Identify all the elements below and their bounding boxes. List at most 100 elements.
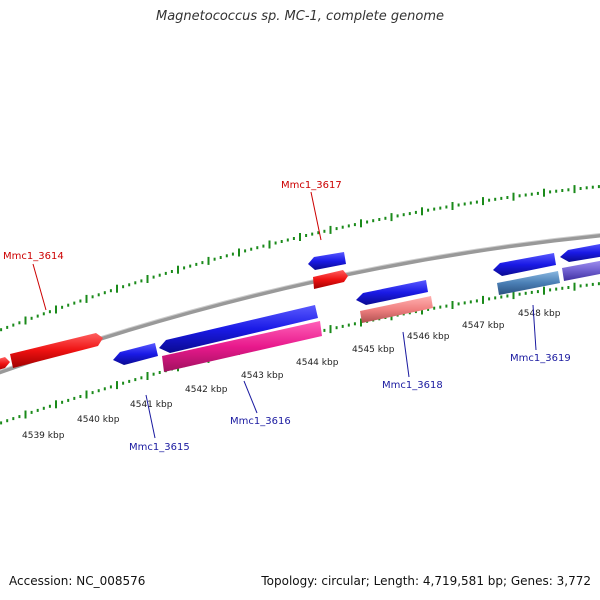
- cds-mmc1-3619-arrow[interactable]: [493, 253, 556, 276]
- forward-tick-track: [0, 185, 600, 332]
- minor-tick: [549, 288, 552, 292]
- minor-tick: [48, 404, 51, 408]
- cds-red-edge-arrow[interactable]: [0, 357, 10, 371]
- minor-tick: [317, 231, 320, 235]
- minor-tick: [591, 185, 594, 189]
- minor-tick: [79, 395, 82, 398]
- tick-label: 4543 kbp: [241, 371, 284, 381]
- gene-label-mmc1-3618[interactable]: Mmc1_3618: [382, 380, 443, 391]
- major-tick: [512, 291, 515, 300]
- major-tick: [482, 197, 484, 206]
- map-title: Magnetococcus sp. MC-1, complete genome: [155, 9, 445, 24]
- minor-tick: [463, 202, 466, 206]
- minor-tick: [189, 264, 192, 268]
- minor-tick: [500, 196, 503, 200]
- cds-mmc1-3616-bar[interactable]: [162, 321, 322, 372]
- minor-tick: [402, 213, 405, 217]
- cds-blue-arrow-edge[interactable]: [560, 243, 600, 262]
- minor-tick: [36, 314, 39, 318]
- cds-purple-bar[interactable]: [562, 260, 600, 281]
- gene-label-mmc1-3614[interactable]: Mmc1_3614: [3, 251, 64, 262]
- gene-label-mmc1-3615[interactable]: Mmc1_3615: [129, 442, 190, 453]
- minor-tick: [97, 293, 100, 297]
- minor-tick: [530, 290, 533, 294]
- major-tick: [360, 219, 362, 228]
- minor-tick: [433, 306, 436, 310]
- cds-mmc1-3616-arrow[interactable]: [159, 305, 318, 353]
- minor-tick: [73, 301, 76, 305]
- tick-label: 4546 kbp: [407, 332, 450, 342]
- minor-tick: [579, 187, 582, 190]
- cds-mmc1-3619-bar[interactable]: [497, 271, 560, 295]
- minor-tick: [36, 408, 39, 412]
- minor-tick: [109, 385, 112, 389]
- cds-mmc1-3614-arrow[interactable]: [10, 333, 103, 368]
- minor-tick: [262, 244, 265, 248]
- minor-tick: [6, 419, 9, 423]
- minor-tick: [42, 406, 45, 410]
- tick-label: 4540 kbp: [77, 415, 120, 425]
- minor-tick: [219, 256, 222, 259]
- major-tick: [55, 305, 57, 314]
- minor-tick: [567, 286, 570, 289]
- minor-tick: [506, 294, 509, 298]
- gene-leader-lines: [32, 191, 537, 439]
- minor-tick: [475, 299, 478, 303]
- minor-tick: [103, 387, 106, 391]
- major-tick: [116, 284, 118, 293]
- major-tick: [299, 233, 301, 241]
- minor-tick: [195, 262, 198, 266]
- gene-label-mmc1-3619[interactable]: Mmc1_3619: [510, 353, 571, 364]
- minor-tick: [457, 302, 460, 306]
- tick-label: 4541 kbp: [130, 400, 173, 410]
- minor-tick: [292, 237, 295, 240]
- minor-tick: [231, 252, 234, 256]
- minor-tick: [152, 372, 155, 376]
- tick-label: 4539 kbp: [22, 431, 65, 441]
- minor-tick: [488, 297, 491, 301]
- major-tick: [85, 294, 88, 303]
- major-tick: [543, 286, 545, 295]
- minor-tick: [524, 291, 527, 295]
- minor-tick: [567, 188, 570, 192]
- cds-mmc1-3617-arrow[interactable]: [313, 270, 348, 289]
- cds-mmc1-3618-arrow[interactable]: [356, 280, 428, 305]
- minor-tick: [109, 289, 112, 293]
- major-tick: [24, 410, 27, 419]
- minor-tick: [79, 299, 82, 303]
- minor-tick: [518, 194, 521, 198]
- cds-mmc1-3615-arrow[interactable]: [113, 343, 158, 365]
- gene-label-mmc1-3617[interactable]: Mmc1_3617: [281, 180, 342, 191]
- gene-label-mmc1-3616[interactable]: Mmc1_3616: [230, 416, 291, 427]
- minor-tick: [73, 396, 76, 400]
- minor-tick: [250, 247, 253, 251]
- minor-tick: [152, 275, 155, 279]
- major-tick: [207, 256, 210, 265]
- minor-tick: [12, 417, 15, 421]
- minor-tick: [311, 232, 314, 236]
- minor-tick: [213, 257, 216, 261]
- minor-tick: [445, 205, 448, 209]
- minor-tick: [494, 197, 497, 201]
- minor-tick: [494, 296, 497, 300]
- major-tick: [421, 207, 423, 216]
- minor-tick: [244, 249, 247, 253]
- minor-tick: [353, 223, 356, 227]
- tick-label: 4542 kbp: [185, 385, 228, 395]
- minor-tick: [67, 398, 70, 402]
- minor-tick: [384, 216, 387, 220]
- minor-tick: [164, 271, 167, 275]
- minor-tick: [506, 196, 509, 199]
- minor-tick: [347, 224, 350, 228]
- cds-blue-arrow-3617[interactable]: [308, 252, 346, 270]
- minor-tick: [335, 326, 338, 330]
- minor-tick: [48, 310, 51, 314]
- minor-tick: [353, 322, 356, 326]
- minor-tick: [140, 279, 143, 283]
- minor-tick: [30, 316, 33, 320]
- minor-tick: [158, 273, 161, 277]
- minor-tick: [469, 201, 472, 205]
- minor-tick: [67, 303, 70, 307]
- cds-mmc1-3618-bar[interactable]: [360, 296, 433, 323]
